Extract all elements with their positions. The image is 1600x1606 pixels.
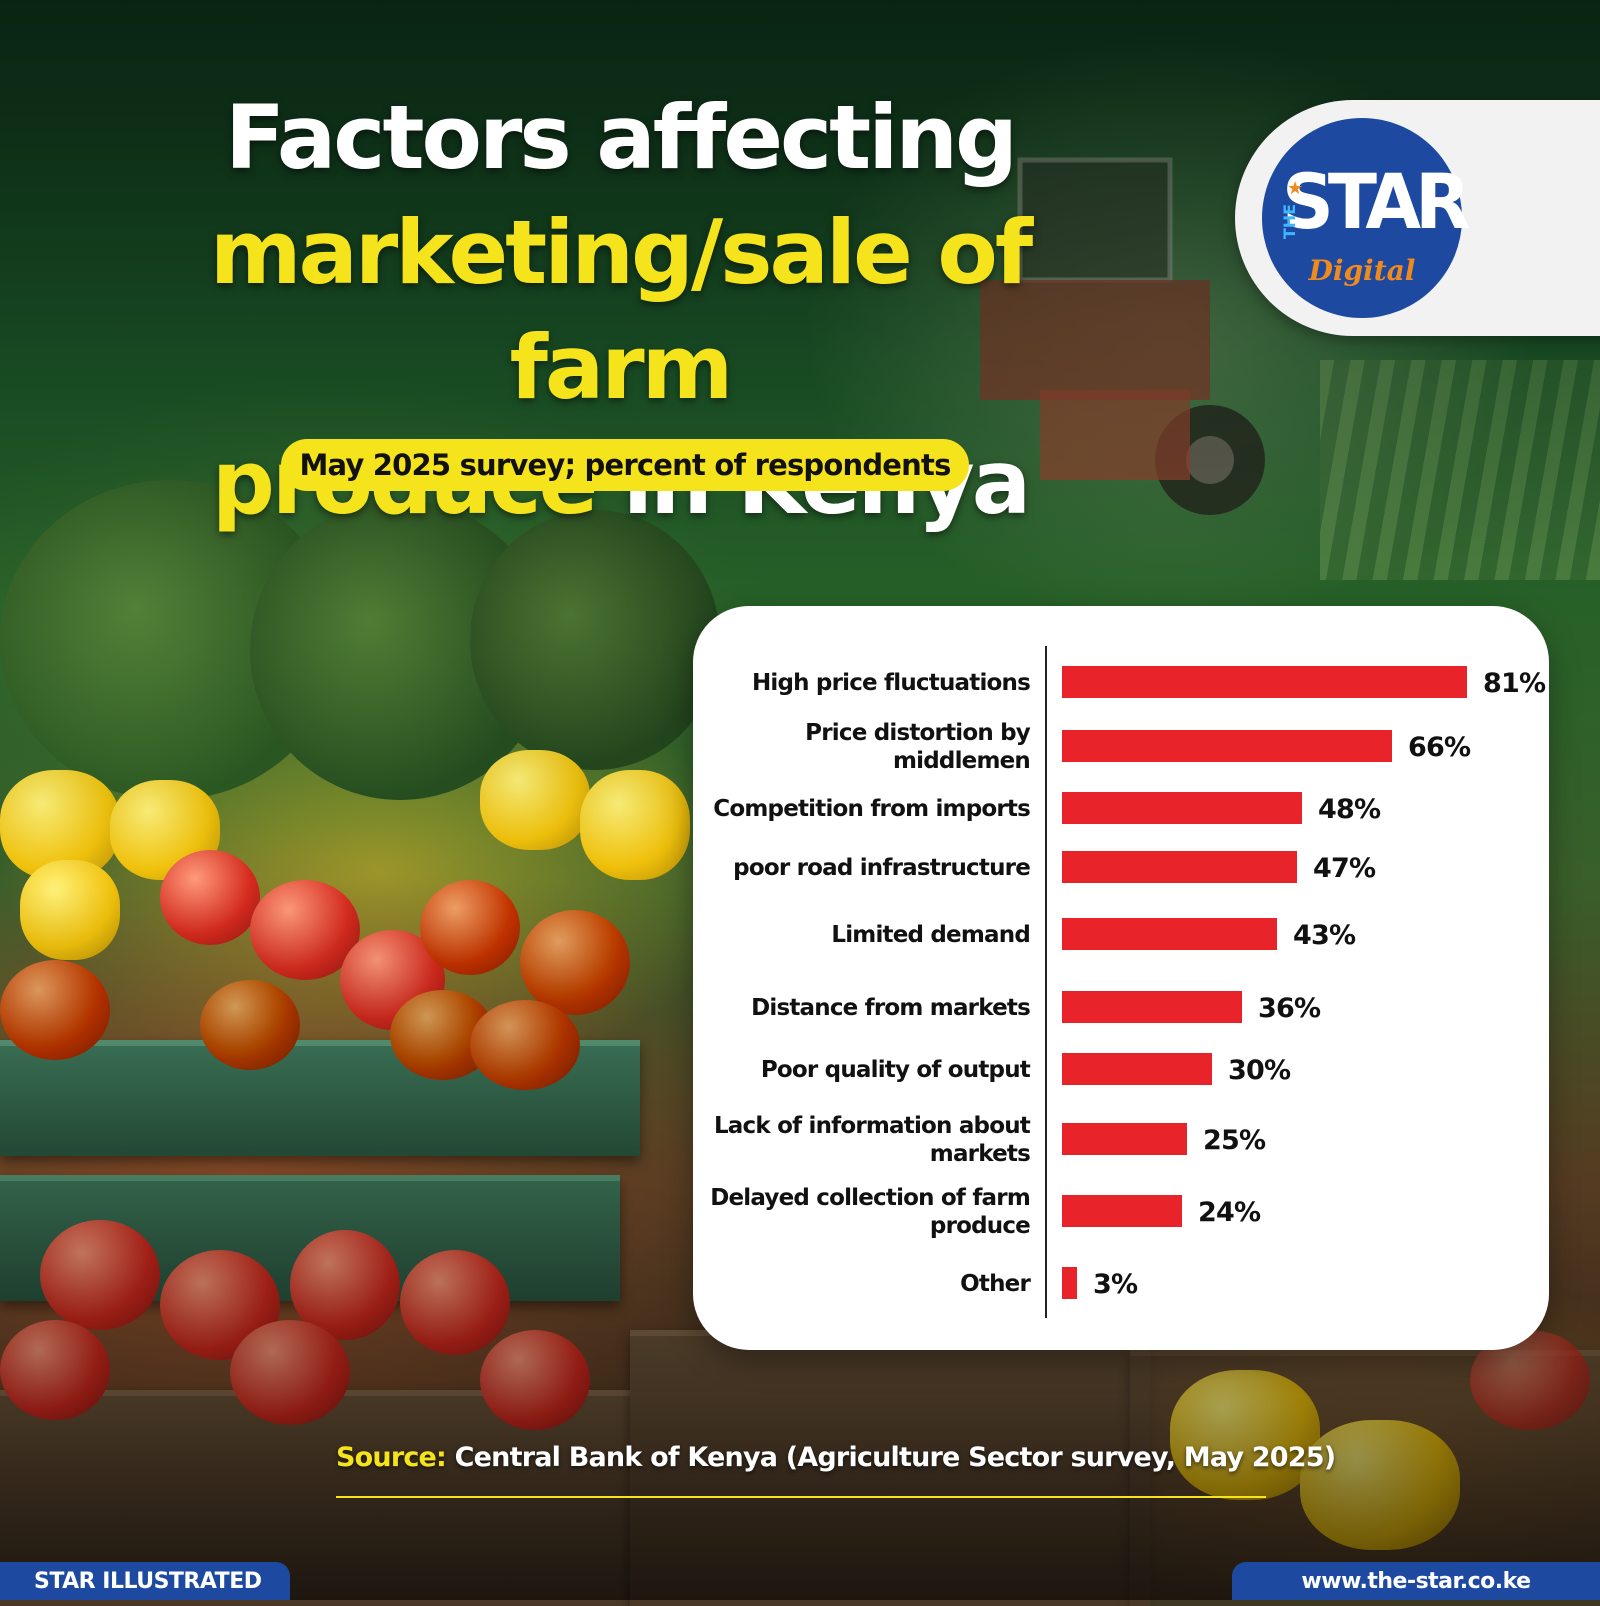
category-label: Lack of information about markets [714, 1113, 1031, 1167]
bar-value-label: 48% [1318, 794, 1381, 825]
subtitle-text: May 2025 survey; percent of respondents [299, 448, 951, 482]
bar [1062, 1267, 1077, 1299]
category-label: Poor quality of output [761, 1057, 1031, 1083]
bar-value-label: 43% [1293, 920, 1356, 951]
category-label: Limited demand [831, 922, 1030, 948]
bar [1062, 918, 1277, 950]
subtitle-badge: May 2025 survey; percent of respondents [281, 439, 969, 491]
category-label: Other [960, 1271, 1031, 1297]
title-line-1: Factors affecting [224, 86, 1018, 189]
bar-value-label: 24% [1198, 1197, 1261, 1228]
footer-credit-tag: STAR ILLUSTRATED [0, 1562, 290, 1600]
bar-value-label: 47% [1313, 853, 1376, 884]
star-logo [1262, 118, 1462, 318]
category-label: Price distortion by middlemen [805, 720, 1031, 774]
title-line-2: marketing/sale of farm [209, 201, 1033, 419]
bar [1062, 1123, 1187, 1155]
logo-star-text: STAR [1282, 157, 1471, 247]
category-label: poor road infrastructure [733, 855, 1030, 881]
source-label: Source: [336, 1442, 447, 1473]
bar [1062, 1053, 1212, 1085]
bar-value-label: 30% [1228, 1055, 1291, 1086]
bar [1062, 1195, 1182, 1227]
logo-the-text: THE [1280, 203, 1300, 240]
footer-website-link[interactable]: www.the-star.co.ke [1301, 1568, 1531, 1594]
footer-credit-text: STAR ILLUSTRATED [34, 1568, 262, 1594]
bar [1062, 730, 1392, 762]
logo-digital-text: Digital [1308, 254, 1416, 287]
bar [1062, 851, 1297, 883]
source-text: Central Bank of Kenya (Agriculture Secto… [446, 1442, 1336, 1473]
bar [1062, 991, 1242, 1023]
bar [1062, 666, 1467, 698]
bar-value-label: 66% [1408, 732, 1471, 763]
source-divider [336, 1496, 1266, 1498]
category-label: Delayed collection of farm produce [710, 1185, 1030, 1239]
bar-chart: 81% High price fluctuations 66% Price disto… [710, 646, 1547, 1318]
category-label: Competition from imports [713, 796, 1030, 822]
bar [1062, 792, 1302, 824]
bar-value-label: 81% [1483, 668, 1546, 699]
category-label: Distance from markets [751, 995, 1030, 1021]
logo-star-icon: ★ [1287, 178, 1304, 198]
category-label: High price fluctuations [752, 670, 1030, 696]
bar-value-label: 3% [1093, 1269, 1138, 1300]
bar-value-label: 25% [1203, 1125, 1266, 1156]
source-note: Source: Central Bank of Kenya (Agricultu… [336, 1442, 1336, 1473]
bar-value-label: 36% [1258, 993, 1321, 1024]
chart-card: 81% High price fluctuations 66% Price disto… [693, 606, 1549, 1350]
footer-website-tag[interactable]: www.the-star.co.ke [1232, 1562, 1600, 1600]
